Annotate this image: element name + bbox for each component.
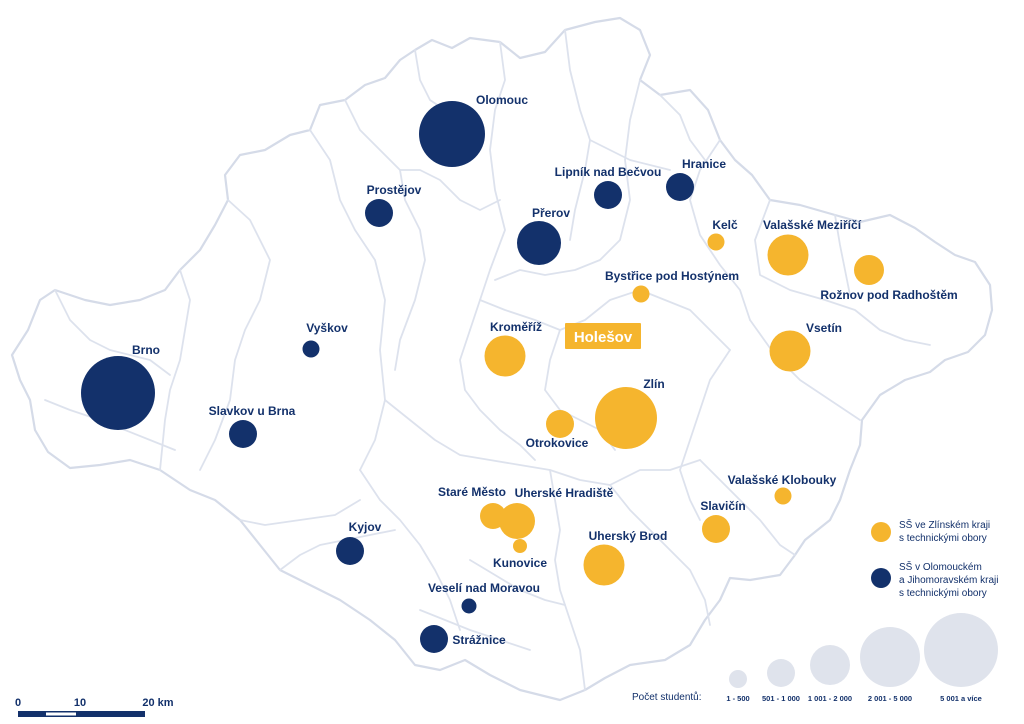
school-circle-zlin [595,387,657,449]
holesov-box [565,323,641,349]
school-circle-kyjov [336,537,364,565]
legend-size-label-2: 501 - 1 000 [762,694,800,703]
city-label-vsetin: Vsetín [806,321,842,335]
legend-size-label-1: 1 - 500 [726,694,749,703]
city-label-bystrice: Bystřice pod Hostýnem [605,269,739,283]
city-label-vyskov: Vyškov [306,321,348,335]
city-labels: Olomouc Lipník nad Bečvou Hranice Prostějov… [132,93,958,647]
school-circle-bystrice [632,285,650,303]
legend-other-line3: s technickými obory [899,588,987,599]
legend-size-circle-5 [924,613,998,687]
school-circles [81,101,884,653]
school-circle-vsetin [769,330,811,372]
city-label-staremesto: Staré Město [438,485,506,499]
scale-tick-0: 0 [15,697,21,709]
city-label-kromeriz: Kroměříž [490,320,542,334]
city-label-otrokovice: Otrokovice [526,436,589,450]
legend-size-circle-2 [767,659,795,687]
city-label-lipnik: Lipník nad Bečvou [555,165,662,179]
city-label-uhhradiste: Uherské Hradiště [515,486,614,500]
city-label-veseli: Veselí nad Moravou [428,581,540,595]
school-circle-valmez [767,234,809,276]
school-circle-otrokovice [546,410,574,438]
school-circle-uhhradiste [499,503,535,539]
legend-groups: SŠ ve Zlínském kraji s technickými obory… [871,518,998,599]
legend-size-circle-1 [729,670,747,688]
school-circle-lipnik [594,181,622,209]
holesov-highlight: Holešov [565,323,641,349]
city-label-kyjov: Kyjov [349,520,382,534]
legend-size-circle-3 [810,645,850,685]
legend-other-marker [871,568,891,588]
school-circle-kromeriz [484,335,526,377]
scale-tick-10: 10 [74,697,86,709]
legend-size-circle-4 [860,627,920,687]
city-label-straznice: Strážnice [452,633,506,647]
school-circle-uhbrod [583,544,625,586]
city-label-valklobouky: Valašské Klobouky [728,473,837,487]
school-circle-slavkov [229,420,257,448]
city-label-brno: Brno [132,343,160,357]
city-label-kelc: Kelč [712,218,738,232]
school-circle-veseli [461,598,477,614]
city-label-uhbrod: Uherský Brod [589,529,668,543]
city-label-kunovice: Kunovice [493,556,547,570]
school-circle-hranice [666,173,694,201]
city-label-valmez: Valašské Meziříčí [763,218,862,232]
legend-zlin-line1: SŠ ve Zlínském kraji [899,518,990,531]
legend-sizes: Počet studentů: 1 - 500 501 - 1 000 1 00… [632,613,998,703]
city-label-olomouc: Olomouc [476,93,528,107]
city-label-hranice: Hranice [682,157,726,171]
legend-size-label-3: 1 001 - 2 000 [808,694,852,703]
scale-tick-20: 20 km [142,697,173,709]
school-circle-brno [81,356,155,430]
legend-other-line1: SŠ v Olomouckém [899,560,982,573]
school-circle-kelc [707,233,725,251]
legend-size-title: Počet studentů: [632,691,702,703]
legend-other-line2: a Jihomoravském kraji [899,575,998,586]
school-circle-valklobouky [774,487,792,505]
city-label-zlin: Zlín [643,377,664,391]
school-circle-prerov [517,221,561,265]
school-circle-roznov [854,255,884,285]
legend-zlin-marker [871,522,891,542]
city-label-roznov: Rožnov pod Radhoštěm [820,288,957,302]
city-label-prerov: Přerov [532,206,570,220]
school-circle-slavicin [702,515,730,543]
legend-size-label-5: 5 001 a více [940,694,982,703]
city-label-slavkov: Slavkov u Brna [209,404,296,418]
city-label-slavicin: Slavičín [700,499,745,513]
scale-bar-gap [46,712,76,716]
city-label-prostejov: Prostějov [367,183,422,197]
scale-bar: 0 10 20 km [15,697,174,717]
school-circle-olomouc [419,101,485,167]
school-circle-straznice [420,625,448,653]
school-circle-vyskov [302,340,320,358]
legend-size-label-4: 2 001 - 5 000 [868,694,912,703]
school-circle-kunovice [513,539,527,553]
holesov-label: Holešov [574,329,633,346]
scale-bar-fill [18,711,145,717]
legend-zlin-line2: s technickými obory [899,533,987,544]
school-circle-prostejov [365,199,393,227]
